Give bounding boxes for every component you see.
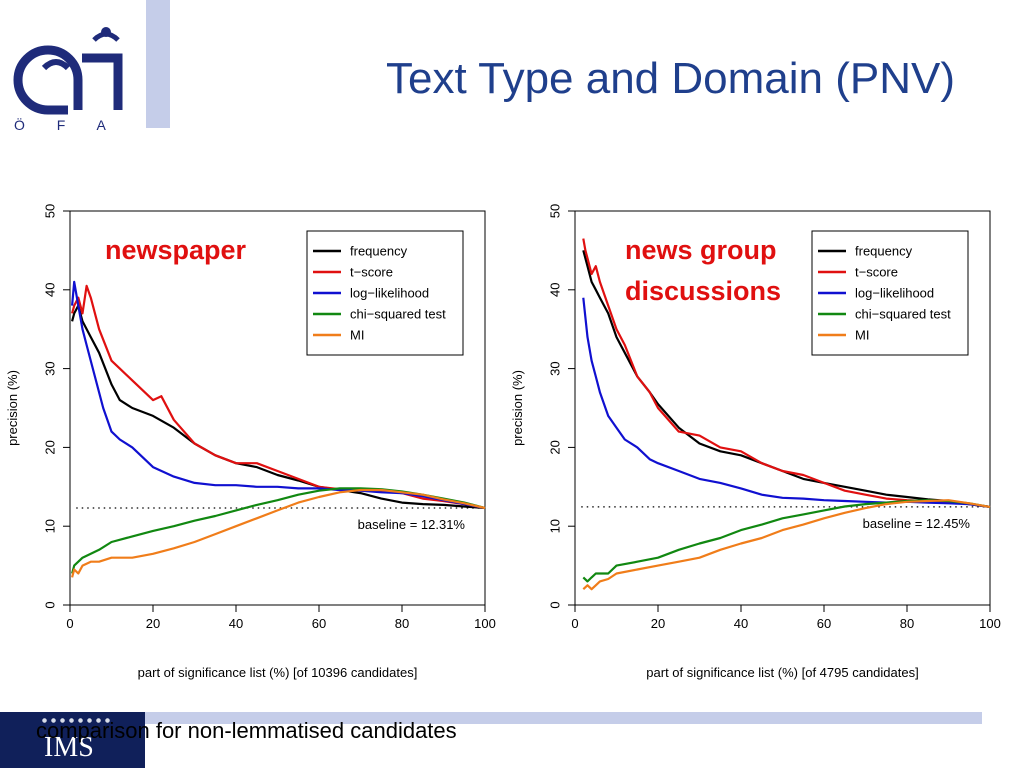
chart-title-line: news group [625, 235, 777, 265]
series-line-mi [71, 488, 486, 578]
x-tick-label: 20 [146, 616, 160, 631]
y-tick-label: 20 [548, 440, 563, 454]
plot-frame [69, 210, 486, 606]
legend-label-mi: MI [855, 328, 869, 343]
x-axis-label: part of significance list (%) [of 4795 c… [646, 665, 918, 680]
slide-title: Text Type and Domain (PNV) [386, 54, 955, 103]
x-tick-label: 60 [312, 616, 326, 631]
baseline-label: baseline = 12.31% [358, 517, 466, 532]
legend-label-frequency: frequency [855, 244, 913, 259]
chart-title-line: discussions [625, 276, 781, 306]
legend-label-chi-squared-test: chi−squared test [350, 307, 446, 322]
ims-label: IMS [44, 732, 94, 763]
y-axis-label: precision (%) [5, 370, 20, 446]
x-tick-label: 100 [979, 616, 1001, 631]
slide-caption: comparison for non-lemmatised candidates [36, 718, 457, 743]
x-axis-label: part of significance list (%) [of 10396 … [138, 665, 418, 680]
y-tick-label: 50 [43, 204, 58, 218]
y-tick-label: 0 [43, 601, 58, 608]
chart-news-group-discussions: 0 20 40 60 80 100 0 10 20 30 40 50 part of significa… [510, 204, 1001, 680]
y-tick-label: 10 [548, 519, 563, 533]
legend-label-chi-squared-test: chi−squared test [855, 307, 951, 322]
x-tick-label: 0 [571, 616, 578, 631]
chart-newspaper: 0 20 40 60 80 100 0 10 20 30 40 50 part of significa… [5, 204, 496, 680]
y-tick-label: 40 [43, 283, 58, 297]
y-tick-label: 40 [548, 283, 563, 297]
legend-label-frequency: frequency [350, 244, 408, 259]
footer-band [145, 712, 982, 724]
series-line-mi [582, 499, 991, 591]
plot-frame [574, 210, 991, 606]
x-tick-label: 40 [229, 616, 243, 631]
x-tick-label: 100 [474, 616, 496, 631]
legend-label-t-score: t−score [350, 265, 393, 280]
x-tick-label: 80 [900, 616, 914, 631]
series-line-t-score [582, 238, 991, 508]
y-tick-label: 0 [548, 601, 563, 608]
y-tick-label: 50 [548, 204, 563, 218]
x-tick-label: 60 [817, 616, 831, 631]
legend-label-log-likelihood: log−likelihood [350, 286, 429, 301]
x-tick-label: 40 [734, 616, 748, 631]
x-tick-label: 20 [651, 616, 665, 631]
series-line-log-likelihood [71, 280, 486, 510]
y-axis-label: precision (%) [510, 370, 525, 446]
legend-label-t-score: t−score [855, 265, 898, 280]
legend-label-log-likelihood: log−likelihood [855, 286, 934, 301]
oefai-logo: Ö F A I [13, 27, 135, 130]
ims-dots-decoration [40, 716, 110, 726]
y-tick-label: 30 [43, 361, 58, 375]
accent-bar [146, 0, 170, 128]
y-tick-label: 20 [43, 440, 58, 454]
baseline-label: baseline = 12.45% [863, 516, 971, 531]
logo-lettering: Ö F A I [14, 116, 135, 130]
y-tick-label: 30 [548, 361, 563, 375]
legend-label-mi: MI [350, 328, 364, 343]
ims-logo: IMS [0, 712, 145, 768]
y-tick-label: 10 [43, 519, 58, 533]
series-line-frequency [582, 250, 991, 508]
chart-title-line: newspaper [105, 235, 247, 265]
x-tick-label: 0 [66, 616, 73, 631]
x-tick-label: 80 [395, 616, 409, 631]
